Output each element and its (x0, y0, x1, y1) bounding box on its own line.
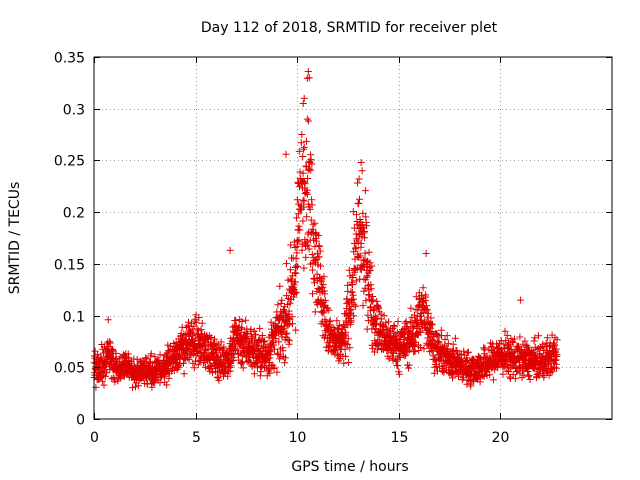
x-tick-label: 15 (391, 430, 409, 446)
y-tick-label: 0.35 (54, 51, 85, 67)
y-tick-label: 0.05 (54, 361, 85, 377)
x-tick-label: 10 (289, 430, 307, 446)
y-axis-label: SRMTID / TECUs (7, 182, 23, 295)
y-tick-label: 0.15 (54, 258, 85, 274)
y-tick-label: 0.25 (54, 154, 85, 170)
y-tick-label: 0.1 (63, 310, 85, 326)
y-tick-label: 0.3 (63, 103, 85, 119)
x-tick-label: 5 (192, 430, 201, 446)
x-tick-label: 20 (492, 430, 510, 446)
x-axis-label: GPS time / hours (291, 459, 408, 475)
chart-title: Day 112 of 2018, SRMTID for receiver ple… (201, 20, 498, 36)
y-tick-label: 0.2 (63, 206, 85, 222)
chart-background (0, 0, 640, 480)
chart-root: 0 0.05 0.1 0.15 0.2 0.25 0.3 0.35 0 5 10 15 20 Day 1… (0, 0, 640, 480)
x-tick-label: 0 (90, 430, 99, 446)
y-tick-label: 0 (76, 413, 85, 429)
